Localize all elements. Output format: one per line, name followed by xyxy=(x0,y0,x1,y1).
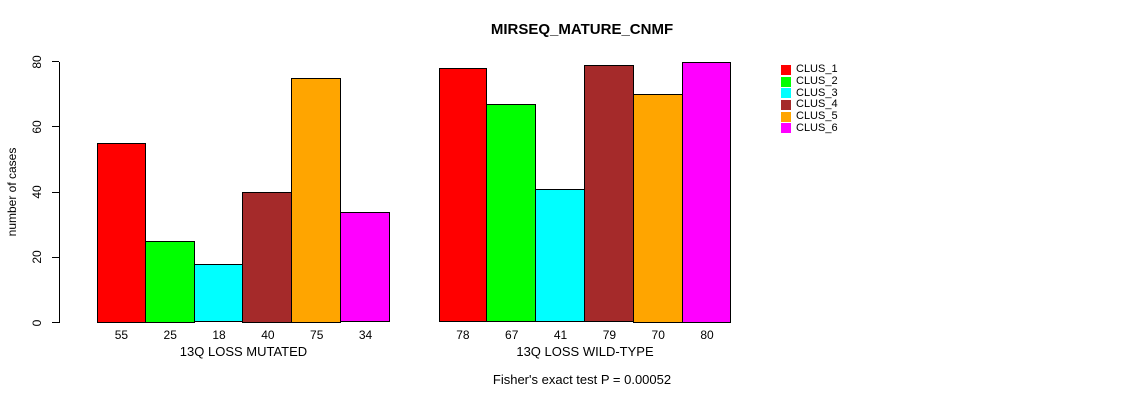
legend-item: CLUS_4 xyxy=(781,99,838,111)
bar-value-label: 70 xyxy=(651,328,665,342)
y-axis-line xyxy=(59,61,60,323)
bar-value-label: 79 xyxy=(602,328,617,342)
y-tick-label: 0 xyxy=(30,319,44,326)
bar xyxy=(242,192,293,323)
y-tick-mark xyxy=(52,256,59,258)
bar xyxy=(291,77,342,323)
group-label: 13Q LOSS WILD-TYPE xyxy=(516,343,654,359)
legend-label: CLUS_2 xyxy=(796,75,838,88)
bar-value-label: 25 xyxy=(163,328,177,342)
y-tick-label: 40 xyxy=(30,185,44,199)
legend-item: CLUS_2 xyxy=(781,76,838,88)
bar xyxy=(681,61,732,323)
legend-swatch xyxy=(781,76,791,87)
legend-label: CLUS_4 xyxy=(796,98,838,111)
y-tick-mark xyxy=(52,322,59,323)
legend-item: CLUS_3 xyxy=(781,87,838,99)
bar xyxy=(535,188,585,323)
legend: CLUS_1 CLUS_2 CLUS_3 CLUS_4 CLUS_5 CLUS_6 xyxy=(781,64,838,134)
y-tick-mark xyxy=(52,191,59,193)
y-tick-label: 20 xyxy=(30,250,44,264)
group-label: 13Q LOSS MUTATED xyxy=(179,343,308,359)
legend-label: CLUS_6 xyxy=(796,121,838,134)
bar-value-label: 41 xyxy=(553,328,568,342)
bar-value-label: 18 xyxy=(212,328,226,342)
bar xyxy=(144,240,195,323)
legend-item: CLUS_1 xyxy=(781,64,838,76)
bar-value-label: 75 xyxy=(310,328,324,342)
legend-label: CLUS_5 xyxy=(796,110,838,123)
bar xyxy=(193,263,244,323)
legend-swatch xyxy=(781,111,791,122)
legend-swatch xyxy=(781,99,791,110)
bar xyxy=(438,68,488,323)
bar-value-label: 34 xyxy=(358,328,373,342)
y-tick-label: 60 xyxy=(30,120,44,134)
bar xyxy=(486,103,537,323)
legend-swatch xyxy=(781,64,791,75)
footnote-text: Fisher's exact test P = 0.00052 xyxy=(492,372,672,387)
legend-item: CLUS_5 xyxy=(781,111,838,123)
bar xyxy=(97,143,146,323)
bar-value-label: 80 xyxy=(700,328,714,342)
legend-label: CLUS_1 xyxy=(796,63,838,76)
bar xyxy=(583,64,634,323)
legend-swatch xyxy=(781,123,791,134)
legend-swatch xyxy=(781,88,791,99)
y-tick-mark xyxy=(52,126,59,128)
y-tick-label: 80 xyxy=(30,54,44,69)
legend-label: CLUS_3 xyxy=(796,86,838,99)
chart-title: MIRSEQ_MATURE_CNMF xyxy=(490,21,674,38)
y-tick-mark xyxy=(52,61,59,62)
legend-item: CLUS_6 xyxy=(781,122,838,134)
bar-value-label: 55 xyxy=(114,328,129,342)
y-axis-label: number of cases xyxy=(5,147,19,237)
bar xyxy=(632,94,683,323)
bar xyxy=(340,211,390,323)
bar-value-label: 40 xyxy=(261,328,275,342)
bar-value-label: 78 xyxy=(456,328,470,342)
bar-value-label: 67 xyxy=(505,328,519,342)
